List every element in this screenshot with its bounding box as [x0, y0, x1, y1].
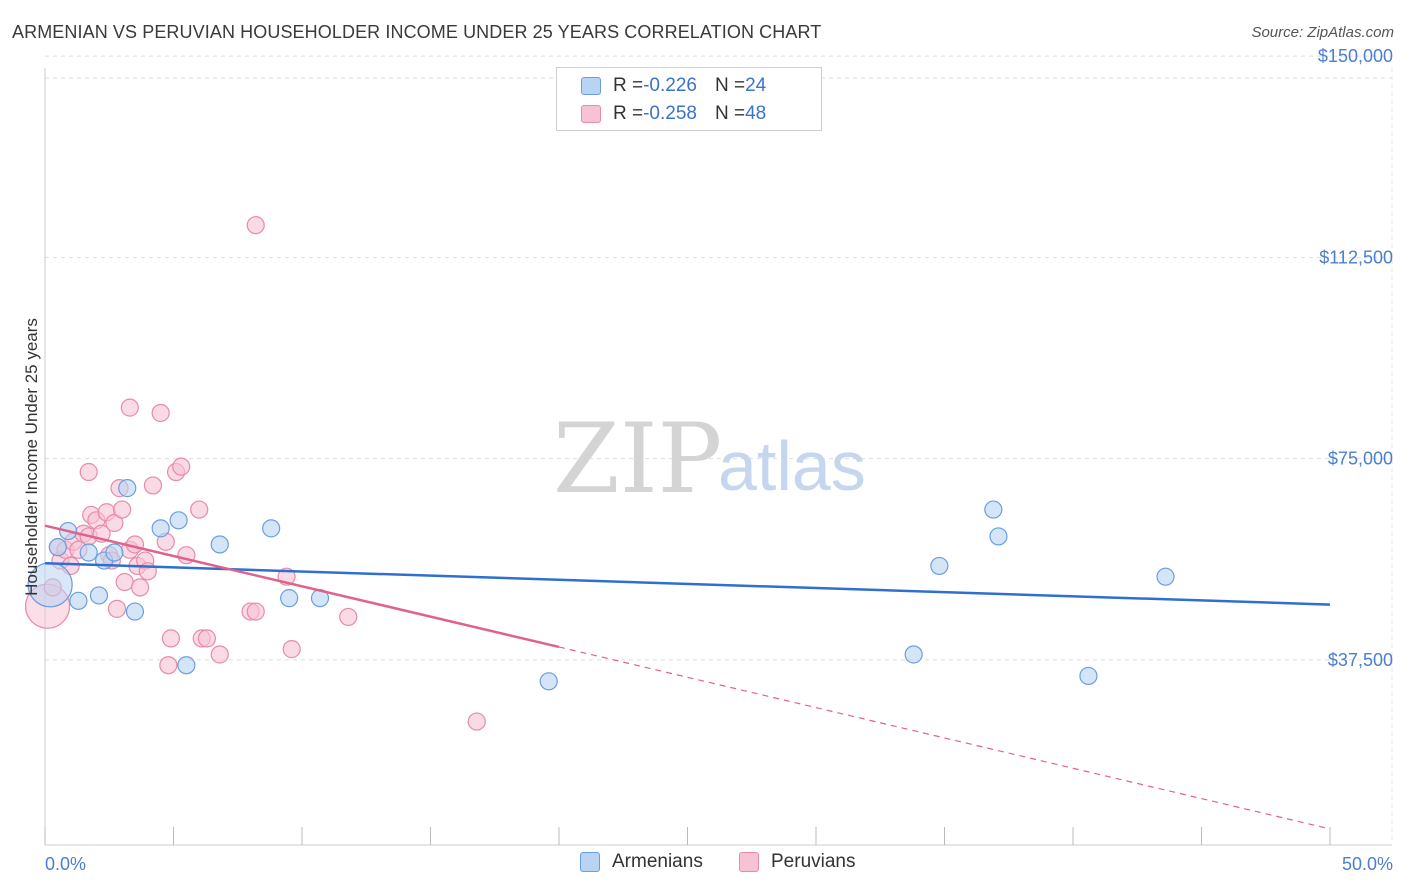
peruvian-n-label: N = — [714, 103, 746, 124]
peruvian-point — [246, 602, 265, 621]
peruvian-point — [161, 629, 181, 648]
armenian-point — [210, 535, 229, 554]
armenian-point — [539, 672, 558, 691]
peruvian-point — [151, 403, 170, 423]
legend-row-peruvians: R = -0.258 N = 48 — [581, 102, 766, 126]
peruvian-point — [143, 476, 163, 495]
armenian-n-label: N = — [714, 75, 746, 96]
armenian-point — [280, 589, 299, 608]
x-tick-labels: 0.0% 50.0% — [45, 854, 1393, 874]
peruvian-point — [120, 398, 139, 417]
peruvian-point — [79, 462, 98, 482]
armenian-point — [177, 656, 196, 675]
peruvian-point — [197, 629, 217, 648]
armenian-point — [79, 543, 98, 562]
peruvian-r-label: R = — [613, 103, 644, 124]
y-axis-label: Householder Income Under 25 years — [22, 318, 41, 596]
peruvian-point — [107, 599, 127, 618]
armenian-point — [1079, 666, 1098, 686]
armenian-n-value: 24 — [745, 75, 767, 96]
armenian-point — [89, 586, 109, 605]
axes — [44, 68, 1393, 846]
armenian-point — [262, 519, 281, 538]
armenian-point — [125, 602, 145, 621]
armenian-points — [27, 479, 1175, 691]
armenian-r-value: -0.226 — [643, 75, 697, 96]
peruvian-point — [467, 712, 486, 731]
y-tick-label: $112,500 — [1319, 247, 1393, 267]
y-tick-label: $75,000 — [1328, 449, 1393, 469]
armenian-point — [105, 543, 124, 562]
armenian-point — [48, 538, 67, 557]
peruvian-point — [115, 572, 134, 592]
watermark: ZIP atlas — [553, 403, 866, 515]
peruvian-trend-line-extrapolated — [558, 646, 1331, 830]
armenian-swatch — [581, 77, 601, 95]
x-tick-label: 50.0% — [1342, 854, 1393, 874]
peruvian-point — [159, 656, 178, 675]
peruvian-point — [130, 578, 150, 597]
peruvian-point — [105, 513, 124, 533]
peruvian-point — [339, 607, 358, 627]
peruvian-swatch — [581, 105, 601, 123]
series-legend-peruvians[interactable]: Peruvians — [739, 851, 856, 873]
watermark-atlas: atlas — [718, 427, 866, 505]
armenian-legend-label: Armenians — [612, 851, 703, 872]
correlation-legend: R = -0.226 N = 24 R = -0.258 N = 48 — [556, 67, 822, 131]
y-tick-labels: $37,500 $75,000 $112,500 $150,000 — [1318, 46, 1393, 670]
armenian-point — [930, 556, 949, 576]
peruvian-trend-line — [44, 524, 560, 649]
armenian-r-label: R = — [613, 75, 644, 96]
armenian-point — [989, 527, 1008, 546]
chart-title: ARMENIAN VS PERUVIAN HOUSEHOLDER INCOME … — [12, 22, 822, 42]
x-tick-label: 0.0% — [45, 854, 86, 874]
armenian-point — [984, 500, 1003, 519]
armenian-point — [169, 511, 188, 530]
peruvian-point — [210, 645, 229, 664]
peruvian-point — [282, 640, 301, 659]
peruvian-point — [112, 500, 132, 519]
series-legend-armenians[interactable]: Armenians — [580, 851, 703, 873]
peruvian-point — [190, 500, 209, 519]
armenian-point — [151, 519, 170, 538]
watermark-zip: ZIP — [553, 403, 722, 515]
peruvian-n-value: 48 — [745, 103, 767, 124]
armenian-point — [1156, 567, 1175, 586]
y-tick-label: $37,500 — [1328, 650, 1393, 670]
armenian-trend-line — [44, 562, 1331, 606]
peruvian-legend-label: Peruvians — [771, 851, 856, 872]
peruvian-legend-swatch — [739, 852, 759, 872]
armenian-legend-swatch — [580, 852, 600, 872]
legend-row-armenians: R = -0.226 N = 24 — [581, 74, 766, 98]
source-label: Source: ZipAtlas.com — [1251, 24, 1394, 41]
y-tick-label: $150,000 — [1318, 46, 1393, 66]
peruvian-point — [172, 457, 191, 476]
peruvian-r-value: -0.258 — [643, 103, 697, 124]
trend-lines — [44, 524, 1331, 830]
armenian-point — [69, 591, 88, 610]
peruvian-point — [246, 216, 265, 235]
peruvian-points — [24, 216, 486, 731]
armenian-point — [118, 479, 137, 498]
armenian-point — [904, 645, 923, 664]
